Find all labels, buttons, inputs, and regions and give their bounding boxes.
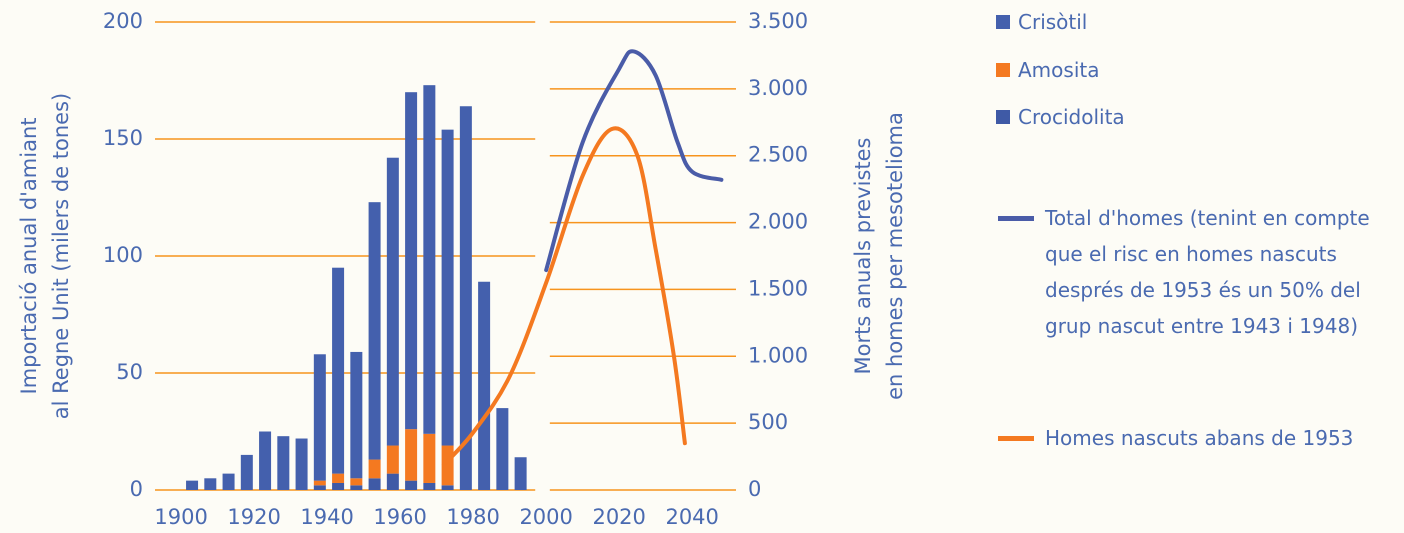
legend-label: Amosita xyxy=(1018,58,1100,82)
bar xyxy=(423,85,436,434)
bar xyxy=(240,454,253,490)
bar xyxy=(332,482,345,490)
y2-tick-label: 2.000 xyxy=(748,210,808,234)
y2-tick-label: 1.500 xyxy=(748,276,808,300)
bar xyxy=(186,480,199,490)
bar xyxy=(277,436,290,490)
legend-swatch xyxy=(996,15,1010,29)
x-tick-label: 2000 xyxy=(519,505,572,529)
bar xyxy=(259,431,272,490)
bar xyxy=(350,478,363,486)
x-tick-label: 1980 xyxy=(446,505,499,529)
bar xyxy=(478,281,491,490)
y2-axis-label: en homes per mesotelioma xyxy=(883,112,907,400)
bar xyxy=(386,157,399,446)
legend-swatch xyxy=(996,110,1010,124)
y2-tick-label: 500 xyxy=(748,410,788,434)
legend-swatch xyxy=(996,63,1010,77)
bar xyxy=(332,267,345,474)
bar xyxy=(350,351,363,479)
y2-tick-label: 2.500 xyxy=(748,143,808,167)
bar xyxy=(295,438,308,490)
bar xyxy=(204,478,217,490)
legend-label: Total d'homes (tenint en compte que el r… xyxy=(1045,206,1370,338)
bar xyxy=(386,445,399,474)
bar xyxy=(313,354,326,481)
bar xyxy=(313,480,326,486)
y-tick-label: 200 xyxy=(103,9,143,33)
y-tick-label: 150 xyxy=(103,126,143,150)
bar xyxy=(405,480,418,490)
y2-axis-label: Morts anuals previstes xyxy=(851,138,875,375)
bar xyxy=(496,408,509,490)
legend-label: Homes nascuts abans de 1953 xyxy=(1045,426,1354,450)
bar xyxy=(441,485,454,490)
y-tick-label: 0 xyxy=(130,477,143,501)
x-tick-label: 2040 xyxy=(665,505,718,529)
x-tick-label: 1900 xyxy=(154,505,207,529)
x-tick-label: 1960 xyxy=(373,505,426,529)
y-tick-label: 50 xyxy=(116,360,143,384)
y-axis-label: al Regne Unit (milers de tones) xyxy=(49,93,73,419)
bar xyxy=(441,129,454,446)
y2-tick-label: 3.500 xyxy=(748,9,808,33)
bar xyxy=(368,459,381,479)
bar xyxy=(405,429,418,481)
y-axis-label: Importació anual d'amiant xyxy=(17,117,41,394)
bar xyxy=(350,485,363,490)
y2-tick-label: 1.000 xyxy=(748,343,808,367)
legend-swatch xyxy=(998,216,1034,221)
chart: 05010015020005001.0001.5002.0002.5003.00… xyxy=(17,9,907,529)
y2-tick-label: 0 xyxy=(748,477,761,501)
legend-swatch xyxy=(998,436,1034,441)
bar xyxy=(368,478,381,490)
x-tick-label: 1920 xyxy=(227,505,280,529)
bar xyxy=(514,457,527,490)
y-tick-label: 100 xyxy=(103,243,143,267)
x-tick-label: 2020 xyxy=(592,505,645,529)
bar xyxy=(222,473,235,490)
x-tick-label: 1940 xyxy=(300,505,353,529)
bar xyxy=(423,482,436,490)
y2-tick-label: 3.000 xyxy=(748,76,808,100)
legend-label: Crisòtil xyxy=(1018,10,1088,34)
bar xyxy=(386,473,399,490)
bar xyxy=(332,473,345,483)
legend-label: Crocidolita xyxy=(1018,105,1125,129)
line xyxy=(441,126,687,467)
bar xyxy=(368,202,381,460)
bar xyxy=(313,485,326,490)
bar xyxy=(459,106,472,491)
line xyxy=(544,49,724,273)
bar xyxy=(405,92,418,430)
bar xyxy=(423,433,436,483)
